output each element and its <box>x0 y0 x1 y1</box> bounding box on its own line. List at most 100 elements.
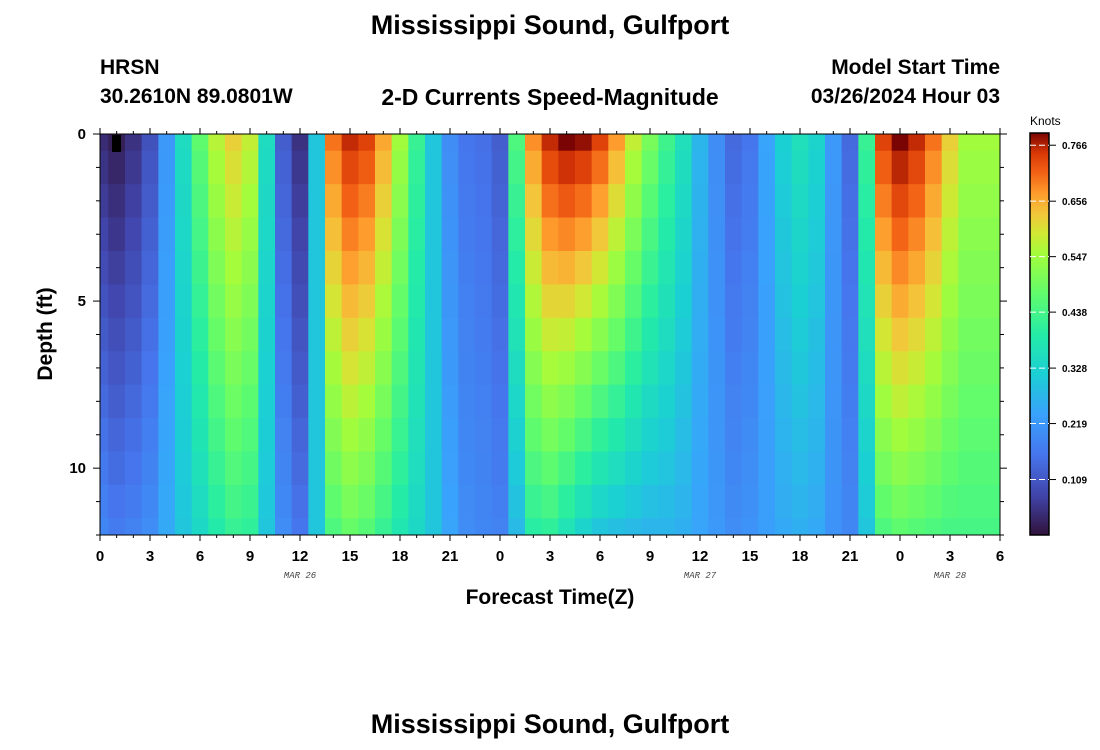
heatmap-cell <box>941 217 959 252</box>
heatmap-cell <box>475 384 493 419</box>
heatmap-cell <box>925 134 943 152</box>
heatmap-cell <box>141 484 159 519</box>
heatmap-cell <box>308 451 326 486</box>
heatmap-cell <box>775 284 793 319</box>
x-tick-label: 12 <box>692 548 709 565</box>
heatmap-cell <box>375 351 393 386</box>
heatmap-cell <box>525 418 543 452</box>
heatmap-cell <box>908 484 926 519</box>
heatmap-cell <box>391 150 409 185</box>
colorbar-tick-label: 0.547 <box>1062 253 1087 264</box>
heatmap-cell <box>441 351 459 386</box>
heatmap-cell <box>875 351 893 386</box>
heatmap-cell <box>858 150 876 185</box>
heatmap-cell <box>491 250 509 285</box>
heatmap-cell <box>341 484 359 519</box>
heatmap-cell <box>425 184 443 218</box>
heatmap-cell <box>458 418 476 452</box>
heatmap-cell <box>508 518 526 536</box>
heatmap-cell <box>100 284 109 319</box>
heatmap-cell <box>758 418 776 452</box>
heatmap-cell <box>875 418 893 452</box>
heatmap-cell <box>141 518 159 536</box>
heatmap-cell <box>341 284 359 319</box>
heatmap-cell <box>100 134 109 152</box>
heatmap-cell <box>725 451 743 486</box>
heatmap-cell <box>725 418 743 452</box>
heatmap-cell <box>441 451 459 486</box>
heatmap-cell <box>608 317 626 352</box>
heatmap-cell <box>875 134 893 152</box>
heatmap-cell <box>125 184 143 218</box>
heatmap-cell <box>725 150 743 185</box>
heatmap-cell <box>975 518 993 536</box>
heatmap-cell <box>191 184 209 218</box>
heatmap-cell <box>525 134 543 152</box>
heatmap-cell <box>891 134 909 152</box>
heatmap-cell <box>625 518 643 536</box>
heatmap-cell <box>858 484 876 519</box>
heatmap-cell <box>858 451 876 486</box>
heatmap-cell <box>441 134 459 152</box>
heatmap-cell <box>858 418 876 452</box>
heatmap-cell <box>725 317 743 352</box>
heatmap-cell <box>291 384 309 419</box>
x-tick-label: 6 <box>996 548 1004 565</box>
heatmap-cell <box>241 317 259 352</box>
x-tick-label: 3 <box>146 548 154 565</box>
heatmap-cell <box>458 351 476 386</box>
heatmap-cell <box>425 134 443 152</box>
heatmap-cell <box>758 317 776 352</box>
heatmap-cell <box>675 317 693 352</box>
heatmap-cell <box>958 217 976 252</box>
heatmap-cell <box>191 484 209 519</box>
heatmap-cell <box>858 250 876 285</box>
heatmap-cell <box>525 284 543 319</box>
heatmap-cell <box>841 184 859 218</box>
heatmap-cell <box>391 134 409 152</box>
heatmap-cell <box>941 351 959 386</box>
heatmap-cell <box>708 284 726 319</box>
heatmap-cell <box>858 351 876 386</box>
heatmap-cell <box>491 184 509 218</box>
heatmap-cell <box>408 250 426 285</box>
heatmap-cell <box>275 250 293 285</box>
heatmap-cell <box>575 418 593 452</box>
heatmap-cell <box>458 250 476 285</box>
heatmap-cell <box>941 451 959 486</box>
heatmap-cell <box>775 451 793 486</box>
heatmap-cell <box>958 134 976 152</box>
heatmap-cell <box>941 384 959 419</box>
heatmap-cell <box>108 317 126 352</box>
heatmap-cell <box>175 184 193 218</box>
heatmap-cell <box>475 518 493 536</box>
heatmap-cell <box>358 184 376 218</box>
heatmap-cell <box>608 184 626 218</box>
station-coordinates: 30.2610N 89.0801W <box>100 85 293 108</box>
heatmap-cell <box>841 418 859 452</box>
heatmap-cell <box>441 150 459 185</box>
heatmap-cell <box>658 351 676 386</box>
x-tick-label: 0 <box>496 548 504 565</box>
heatmap-cell <box>325 284 343 319</box>
heatmap-cell <box>391 384 409 419</box>
heatmap-cell <box>425 284 443 319</box>
heatmap-cell <box>591 317 609 352</box>
heatmap-cell <box>125 284 143 319</box>
heatmap-cell <box>141 418 159 452</box>
heatmap-cell <box>341 451 359 486</box>
heatmap-cell <box>341 351 359 386</box>
heatmap-cell <box>608 351 626 386</box>
heatmap-cell <box>275 484 293 519</box>
heatmap-cell <box>841 284 859 319</box>
heatmap-cell <box>741 184 759 218</box>
heatmap-cell <box>991 418 1001 452</box>
heatmap-cell <box>308 418 326 452</box>
heatmap-cell <box>191 351 209 386</box>
heatmap-cell <box>858 134 876 152</box>
heatmap-cell <box>191 250 209 285</box>
heatmap-cell <box>641 134 659 152</box>
y-axis-title: Depth (ft) <box>34 287 57 380</box>
heatmap-cell <box>908 317 926 352</box>
heatmap-cell <box>458 150 476 185</box>
